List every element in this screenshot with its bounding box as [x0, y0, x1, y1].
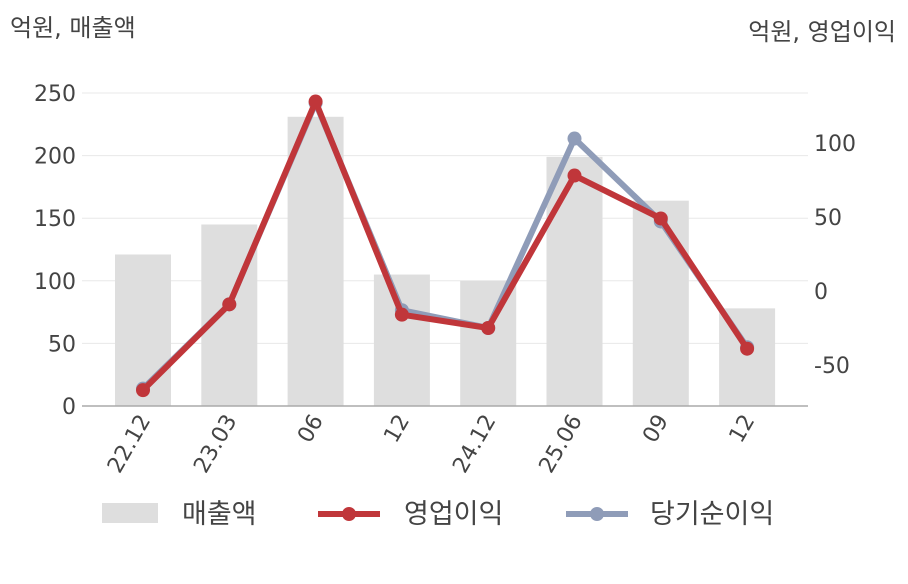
x-tick-label: 24.12 — [448, 411, 501, 478]
legend-swatch-bar — [102, 503, 158, 523]
x-tick-label: 09 — [638, 411, 674, 448]
data-point — [222, 297, 237, 312]
bar — [373, 274, 430, 406]
legend-label: 당기순이익 — [650, 499, 774, 530]
data-point — [481, 321, 496, 335]
legend-swatch-marker — [590, 507, 604, 521]
bar — [287, 116, 344, 407]
x-tick-label: 23.03 — [189, 411, 242, 478]
data-point — [394, 307, 409, 322]
left-tick-label: 200 — [34, 145, 76, 170]
x-tick-label: 12 — [725, 411, 761, 448]
series-line — [140, 98, 750, 393]
right-tick-label: -50 — [814, 354, 850, 379]
left-tick-label: 150 — [34, 207, 76, 232]
data-point — [308, 94, 323, 109]
legend-label: 영업이익 — [404, 499, 503, 530]
data-point — [653, 211, 668, 226]
right-tick-label: 50 — [814, 206, 842, 231]
x-tick-label: 25.06 — [535, 411, 588, 478]
x-tick-label: 12 — [379, 411, 415, 448]
left-tick-label: 50 — [48, 332, 76, 357]
bar — [115, 254, 171, 406]
right-axis-label: 억원, 영업이익 — [748, 18, 896, 46]
x-tick-label: 06 — [293, 411, 329, 448]
bar — [632, 200, 689, 406]
data-point — [567, 131, 582, 146]
data-point — [740, 341, 755, 356]
bar — [460, 280, 517, 406]
right-tick-label: 0 — [814, 280, 828, 305]
legend-swatch-marker — [342, 507, 356, 521]
right-tick-label: 100 — [814, 132, 856, 157]
bar — [546, 156, 603, 406]
data-point — [567, 168, 582, 183]
data-point — [136, 383, 150, 398]
x-tick-label: 22.12 — [103, 411, 156, 478]
left-tick-label: 0 — [62, 395, 76, 420]
left-tick-label: 100 — [34, 270, 76, 295]
legend-label: 매출액 — [182, 499, 257, 530]
left-tick-label: 250 — [34, 82, 76, 107]
left-axis-label: 억원, 매출액 — [10, 14, 136, 42]
